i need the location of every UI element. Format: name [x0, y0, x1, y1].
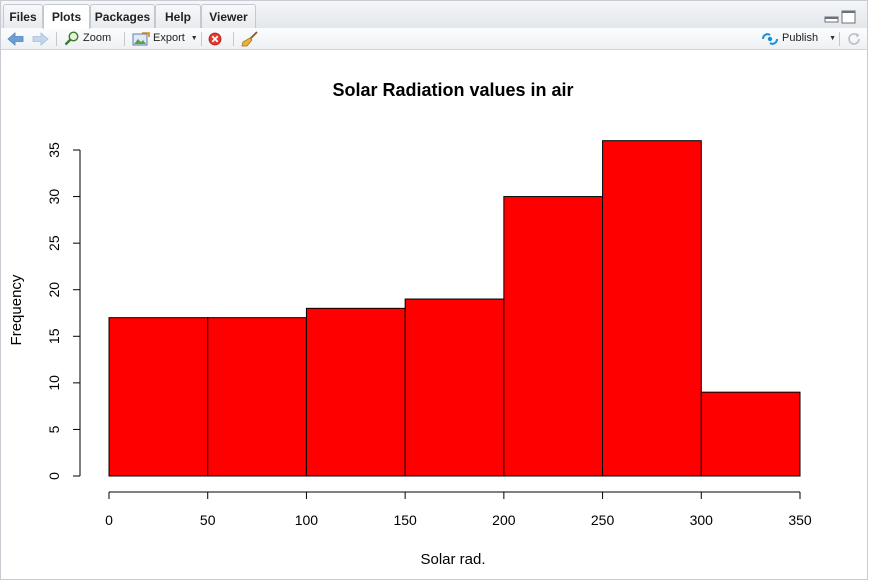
x-tick-label: 250: [591, 512, 615, 528]
histogram-bar: [305, 307, 406, 477]
y-tick-label: 10: [46, 375, 62, 391]
histogram-bar: [503, 196, 604, 477]
remove-icon: [208, 32, 222, 45]
window-buttons: [823, 9, 859, 30]
refresh-icon: [848, 32, 860, 45]
broom-icon: [241, 30, 258, 46]
toolbar-separator: [56, 32, 57, 46]
chart-title: Solar Radiation values in air: [332, 80, 573, 100]
maximize-icon[interactable]: [841, 10, 856, 24]
toolbar-separator: [201, 32, 202, 46]
toolbar-separator: [124, 32, 125, 46]
y-tick-label: 5: [46, 425, 62, 433]
chevron-down-icon: ▼: [190, 35, 198, 42]
remove-plot-button[interactable]: [208, 30, 222, 47]
back-button[interactable]: [7, 30, 25, 47]
x-tick-label: 0: [105, 512, 113, 528]
x-tick-label: 150: [393, 512, 417, 528]
export-icon: [132, 31, 150, 45]
plots-toolbar: Zoom Export ▼: [1, 28, 867, 50]
refresh-button[interactable]: [846, 30, 862, 47]
tab-plots[interactable]: Plots: [43, 4, 90, 29]
zoom-label: Zoom: [83, 32, 112, 44]
tab-files[interactable]: Files: [3, 4, 43, 28]
y-tick-label: 0: [46, 472, 62, 480]
toolbar-separator: [233, 32, 234, 46]
toolbar-separator: [839, 32, 840, 46]
y-axis-label: Frequency: [8, 274, 25, 345]
x-tick-label: 300: [690, 512, 714, 528]
publish-icon: [762, 32, 778, 45]
x-tick-label: 200: [492, 512, 516, 528]
tab-help[interactable]: Help: [155, 4, 201, 28]
arrow-right-icon: [32, 31, 49, 46]
histogram-bar: [108, 317, 209, 477]
chevron-down-icon: ▼: [829, 35, 837, 42]
publish-button[interactable]: Publish ▼: [761, 30, 836, 47]
pane-tab-bar: Files Plots Packages Help Viewer: [1, 1, 867, 29]
histogram-plot: 0 5 10 15 20 25 30 35 0 50 100 150 200 250 300 350 Sol…: [8, 80, 812, 568]
zoom-icon: [64, 31, 79, 46]
y-tick-label: 15: [46, 328, 62, 344]
minimize-icon[interactable]: [824, 16, 839, 23]
tab-packages[interactable]: Packages: [90, 4, 155, 28]
tab-viewer[interactable]: Viewer: [201, 4, 256, 28]
arrow-left-icon: [7, 31, 24, 46]
publish-label: Publish: [782, 32, 819, 44]
forward-button[interactable]: [31, 30, 49, 47]
clear-all-button[interactable]: [241, 30, 259, 47]
y-tick-label: 20: [46, 282, 62, 298]
x-axis-label: Solar rad.: [420, 551, 485, 568]
export-button[interactable]: Export ▼: [132, 30, 198, 47]
histogram-bar: [602, 140, 702, 477]
x-tick-label: 100: [295, 512, 319, 528]
x-tick-label: 50: [200, 512, 216, 528]
y-tick-label: 35: [46, 142, 62, 158]
y-tick-label: 25: [46, 235, 62, 251]
export-label: Export: [153, 32, 185, 44]
histogram-bar: [404, 298, 505, 477]
histogram-bar: [207, 317, 307, 477]
histogram-bar: [700, 391, 801, 477]
zoom-button[interactable]: Zoom: [64, 30, 111, 47]
x-tick-label: 350: [788, 512, 812, 528]
y-tick-label: 30: [46, 189, 62, 205]
